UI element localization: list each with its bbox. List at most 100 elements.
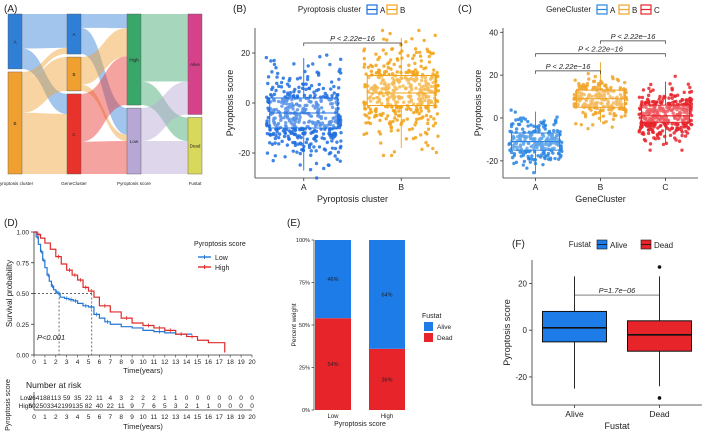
data-point	[579, 123, 584, 127]
data-point	[298, 115, 302, 119]
data-point	[661, 109, 666, 114]
data-point	[384, 52, 388, 56]
data-point	[409, 85, 413, 89]
data-point	[559, 144, 563, 148]
data-point	[395, 105, 399, 109]
data-point	[339, 139, 343, 143]
risk-x-tick-label: 20	[248, 414, 256, 421]
risk-count: 188	[39, 395, 50, 402]
data-point	[656, 126, 660, 130]
risk-x-tick-label: 17	[216, 414, 224, 421]
data-point	[514, 160, 519, 165]
data-point	[531, 143, 535, 148]
data-point	[689, 108, 693, 112]
p-value-label: P<0.001	[37, 333, 65, 342]
data-point	[266, 115, 271, 120]
data-point	[328, 151, 333, 155]
data-point	[314, 176, 319, 180]
data-point	[309, 84, 314, 88]
data-point	[326, 163, 330, 167]
data-point	[665, 105, 669, 110]
data-point	[520, 150, 524, 155]
panel-f: (F) -20 0 20 Alive Dead P=1.7e−06 Fustat Pyropt…	[502, 239, 702, 431]
data-point	[615, 95, 619, 99]
data-point	[409, 107, 413, 112]
data-point	[283, 113, 288, 118]
data-point	[427, 99, 432, 104]
y-tick-label: 20	[518, 279, 527, 288]
data-point	[312, 90, 316, 94]
data-point	[283, 130, 287, 135]
data-point	[425, 84, 429, 88]
legend-title: Pyroptosis cluster	[298, 5, 361, 14]
significance-bracket	[574, 294, 660, 299]
data-point	[367, 75, 371, 80]
data-point	[513, 141, 517, 146]
data-point	[368, 95, 373, 99]
data-point	[371, 96, 376, 101]
data-point	[550, 133, 555, 137]
data-point	[298, 163, 302, 167]
data-point	[685, 108, 689, 113]
data-point	[669, 92, 673, 97]
data-point	[660, 129, 665, 133]
data-point	[524, 135, 528, 139]
data-point	[431, 146, 435, 151]
data-point	[516, 135, 520, 139]
sankey-flow	[22, 48, 67, 114]
data-point	[289, 120, 293, 125]
panel-b-label: (B)	[233, 4, 246, 15]
legend: Pyroptosis score Low High	[194, 241, 246, 272]
sankey-axis-label: Fustat	[189, 181, 202, 186]
panel-c-label: (C)	[458, 4, 472, 15]
data-point	[532, 146, 536, 151]
data-point	[314, 104, 318, 109]
sankey-node-label: Alive	[190, 62, 200, 67]
x-tick-label: 1	[43, 359, 47, 366]
data-point	[338, 159, 342, 163]
data-point	[393, 85, 397, 89]
data-point	[388, 120, 392, 124]
data-point	[510, 155, 515, 160]
legend: Fustat Alive Dead	[422, 313, 453, 342]
data-point	[265, 131, 270, 136]
data-point	[379, 101, 384, 106]
data-point	[670, 88, 674, 92]
data-point	[555, 115, 559, 119]
x-axis-title: GeneCluster	[575, 194, 626, 204]
data-point	[405, 117, 410, 121]
data-point	[640, 95, 645, 100]
data-point	[282, 90, 286, 94]
data-point	[406, 70, 410, 75]
data-point	[268, 127, 272, 132]
data-point	[294, 102, 299, 107]
data-point	[417, 93, 422, 98]
data-point	[516, 122, 521, 126]
data-point	[664, 124, 668, 129]
data-point	[530, 154, 534, 158]
data-point	[583, 115, 588, 119]
data-point	[553, 156, 557, 161]
panel-c: (C) -20 0 20 40 A B C P < 2.22e−16 P < 2.22e−16 P…	[458, 4, 698, 204]
data-point	[519, 116, 523, 120]
data-point	[418, 101, 422, 106]
data-point	[401, 84, 405, 88]
x-tick-label: A	[533, 182, 539, 192]
risk-x-tick-label: 8	[119, 414, 123, 421]
sankey-node	[7, 13, 23, 70]
data-point	[363, 107, 368, 111]
significance-bracket	[600, 40, 666, 44]
x-tick-label: 2	[54, 359, 58, 366]
panel-e: (E) 0% 25% 50% 75% 100% 54% 46% Low 36% 64% HighPy…	[287, 218, 453, 428]
box	[542, 310, 607, 343]
data-point	[422, 38, 426, 43]
data-point	[587, 103, 592, 107]
data-point	[266, 81, 270, 86]
data-point	[427, 60, 432, 64]
data-point	[293, 132, 297, 136]
panel-d-label: (D)	[4, 218, 18, 229]
data-point	[392, 62, 396, 67]
data-point	[643, 101, 648, 105]
data-point	[579, 84, 584, 89]
data-point	[559, 148, 563, 152]
